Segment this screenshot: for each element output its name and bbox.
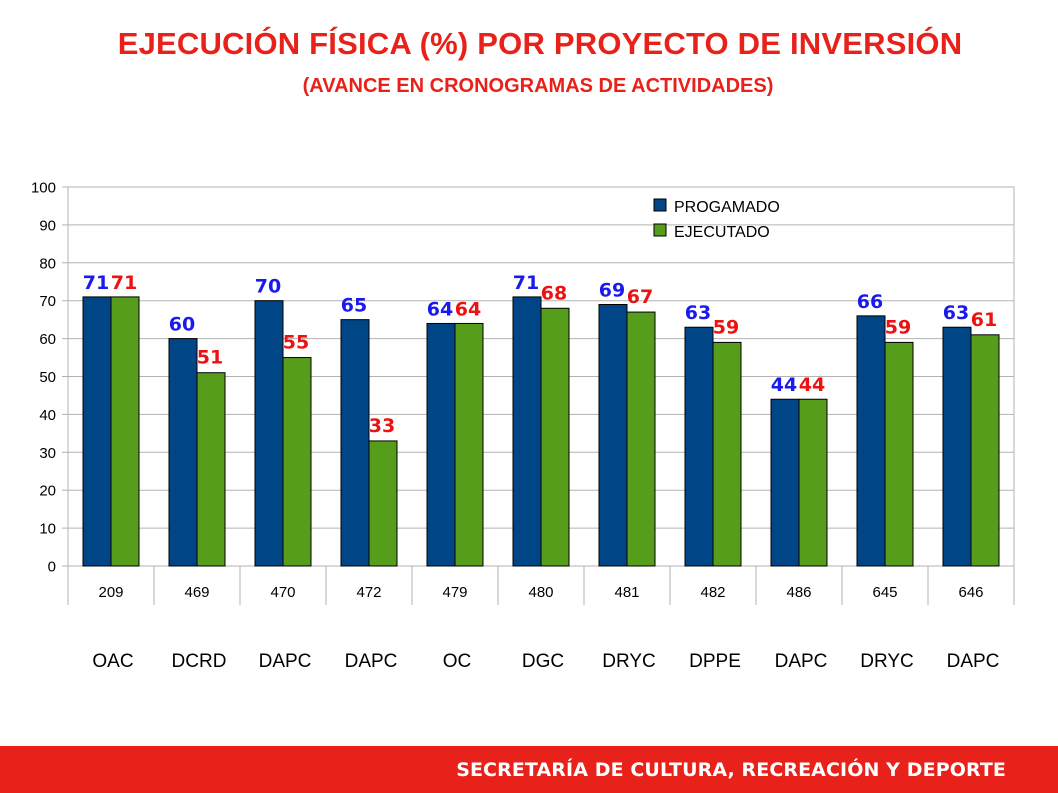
- group-label: DPPE: [689, 651, 741, 672]
- legend-label-ejecutado: EJECUTADO: [674, 224, 770, 241]
- group-label: DAPC: [345, 651, 398, 672]
- footer-text: SECRETARÍA DE CULTURA, RECREACIÓN Y DEPO…: [456, 759, 1006, 781]
- y-tick-label: 30: [39, 445, 56, 462]
- group-label: OAC: [92, 651, 133, 672]
- y-tick-label: 60: [39, 331, 56, 348]
- data-label: 67: [627, 286, 653, 308]
- x-tick-label: 469: [184, 584, 209, 601]
- x-tick-label: 472: [356, 584, 381, 601]
- data-label: 71: [111, 272, 137, 294]
- data-label: 60: [169, 314, 195, 336]
- data-label: 61: [971, 309, 997, 331]
- bar-programado: [598, 303, 628, 567]
- group-label: DRYC: [602, 651, 656, 672]
- data-label: 59: [885, 316, 911, 338]
- data-label: 63: [685, 302, 711, 324]
- data-label: 59: [713, 316, 739, 338]
- y-tick-label: 20: [39, 483, 56, 500]
- bar-programado: [82, 296, 112, 567]
- data-label: 65: [341, 295, 367, 317]
- group-label: DGC: [522, 651, 564, 672]
- bar-programado: [426, 322, 456, 567]
- bar-programado: [512, 296, 542, 567]
- bar-ejecutado: [798, 398, 828, 567]
- bar-programado: [168, 338, 198, 567]
- data-label: 68: [541, 282, 567, 304]
- y-tick-label: 10: [39, 521, 56, 538]
- data-label: 69: [599, 279, 625, 301]
- bar-ejecutado: [712, 341, 742, 567]
- data-label: 70: [255, 276, 281, 298]
- x-tick-label: 470: [270, 584, 295, 601]
- x-tick-label: 486: [786, 584, 811, 601]
- bar-ejecutado: [626, 311, 656, 567]
- group-label: OC: [443, 651, 472, 672]
- bar-programado: [684, 326, 714, 567]
- bar-ejecutado: [196, 372, 226, 567]
- y-tick-label: 80: [39, 255, 56, 272]
- x-tick-label: 480: [528, 584, 553, 601]
- x-tick-label: 209: [98, 584, 123, 601]
- bar-ejecutado: [454, 322, 484, 567]
- legend-label-programado: PROGAMADO: [674, 199, 780, 216]
- x-tick-label: 646: [958, 584, 983, 601]
- x-tick-label: 481: [614, 584, 639, 601]
- legend-swatch-ejecutado: [653, 223, 667, 237]
- data-label: 44: [799, 374, 825, 396]
- data-label: 64: [427, 298, 453, 320]
- bar-ejecutado: [110, 296, 140, 567]
- bar-programado: [856, 315, 886, 567]
- page-title: EJECUCIÓN FÍSICA (%) POR PROYECTO DE INV…: [117, 26, 963, 61]
- data-label: 44: [771, 374, 797, 396]
- group-label: DCRD: [172, 651, 227, 672]
- data-label: 51: [197, 347, 223, 369]
- group-label: DAPC: [775, 651, 828, 672]
- y-tick-label: 70: [39, 293, 56, 310]
- group-label: DRYC: [860, 651, 914, 672]
- y-tick-label: 0: [48, 559, 56, 576]
- data-label: 55: [283, 332, 309, 354]
- bar-ejecutado: [282, 357, 312, 567]
- bar-programado: [942, 326, 972, 567]
- bar-ejecutado: [970, 334, 1000, 567]
- y-tick-label: 100: [31, 180, 56, 197]
- x-tick-label: 645: [872, 584, 897, 601]
- x-tick-label: 482: [700, 584, 725, 601]
- page-subtitle: (AVANCE EN CRONOGRAMAS DE ACTIVIDADES): [302, 75, 774, 97]
- footer-bar: SECRETARÍA DE CULTURA, RECREACIÓN Y DEPO…: [0, 746, 1058, 793]
- y-tick-label: 40: [39, 407, 56, 424]
- y-tick-label: 50: [39, 369, 56, 386]
- group-label: DAPC: [259, 651, 312, 672]
- data-label: 71: [513, 272, 539, 294]
- legend-swatch-programado: [653, 198, 667, 212]
- y-tick-label: 90: [39, 217, 56, 234]
- data-label: 66: [857, 291, 883, 313]
- data-label: 64: [455, 298, 481, 320]
- bar-ejecutado: [540, 307, 570, 567]
- group-label: DAPC: [947, 651, 1000, 672]
- bar-programado: [340, 319, 370, 567]
- x-tick-label: 479: [442, 584, 467, 601]
- data-label: 63: [943, 302, 969, 324]
- bar-programado: [770, 398, 800, 567]
- bar-ejecutado: [368, 440, 398, 567]
- data-label: 71: [83, 272, 109, 294]
- bar-programado: [254, 300, 284, 567]
- bar-ejecutado: [884, 341, 914, 567]
- data-label: 33: [369, 415, 395, 437]
